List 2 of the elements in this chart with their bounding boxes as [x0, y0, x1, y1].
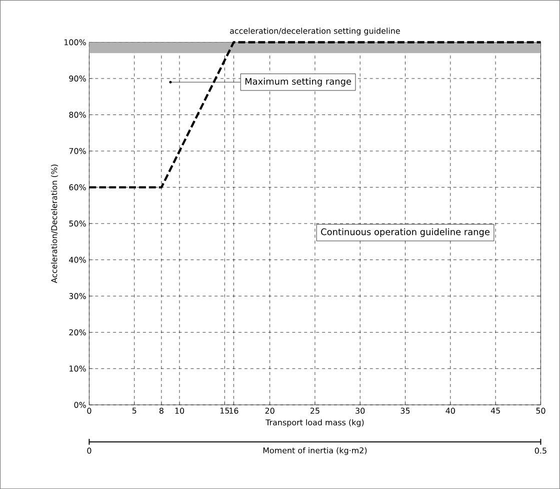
annotation: Maximum setting range — [245, 78, 352, 86]
annotation: Continuous operation guideline range — [321, 228, 490, 237]
